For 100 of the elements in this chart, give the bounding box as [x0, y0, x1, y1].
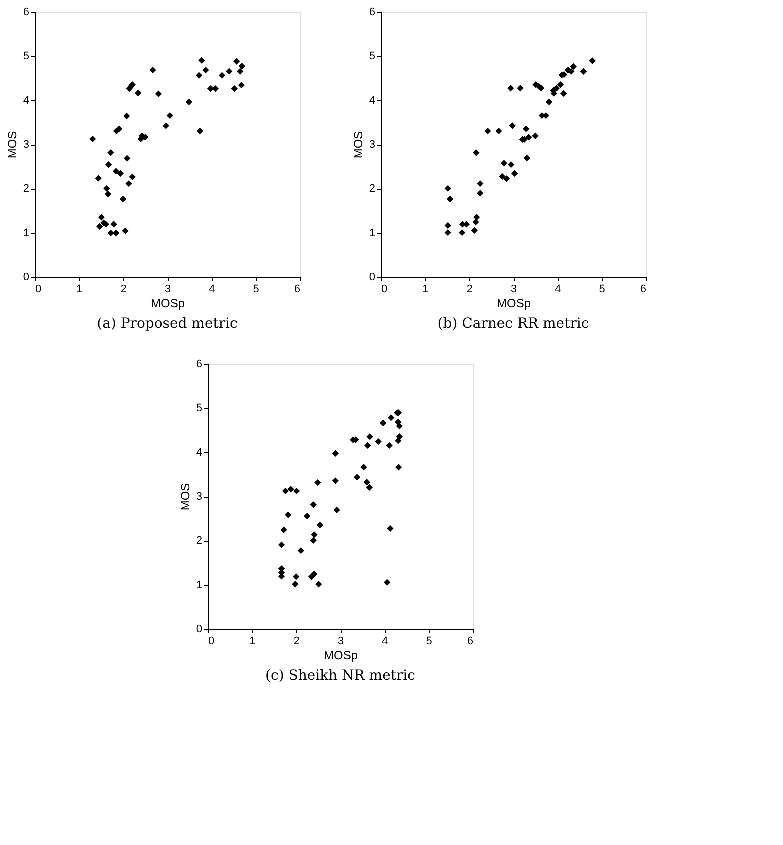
point — [298, 547, 305, 554]
point — [288, 486, 294, 493]
point — [444, 222, 452, 230]
point — [332, 450, 339, 458]
point — [484, 128, 492, 135]
point — [509, 122, 516, 130]
point — [589, 58, 596, 64]
point — [458, 229, 466, 236]
y-tick-label: 2 — [23, 183, 30, 196]
point — [292, 581, 299, 588]
point — [364, 479, 370, 486]
point — [444, 185, 452, 192]
point — [446, 196, 454, 203]
point — [117, 170, 124, 178]
point — [311, 532, 318, 538]
point — [212, 85, 219, 92]
x-tick-label: 1 — [422, 284, 429, 296]
point — [198, 57, 206, 64]
point — [560, 90, 568, 98]
point — [380, 420, 387, 427]
y-tick-label: 0 — [196, 624, 202, 636]
point — [387, 525, 394, 532]
x-tick-label: 0 — [208, 636, 215, 648]
x-tick-label: 0 — [36, 284, 42, 296]
point — [388, 414, 395, 422]
point — [557, 82, 564, 88]
y-tick-label: 4 — [196, 446, 202, 459]
point — [553, 85, 560, 92]
point — [104, 185, 110, 192]
point — [166, 112, 174, 120]
x-axis-title: MOSp — [324, 648, 358, 662]
point — [186, 98, 192, 106]
point — [122, 228, 129, 234]
point — [384, 579, 391, 586]
x-tick-label: 3 — [164, 284, 172, 296]
point — [285, 512, 292, 518]
point — [202, 66, 210, 74]
point — [504, 176, 510, 182]
point — [522, 126, 530, 132]
point — [334, 506, 340, 514]
point — [496, 128, 502, 135]
point — [105, 161, 112, 168]
point — [473, 214, 480, 221]
point — [316, 581, 322, 588]
point — [108, 150, 114, 156]
point — [546, 98, 553, 106]
point — [354, 474, 361, 481]
y-tick-label: 4 — [23, 94, 30, 107]
y-tick-label: 5 — [23, 50, 30, 63]
point — [150, 66, 156, 74]
x-tick-label: 5 — [253, 284, 260, 296]
point — [90, 136, 96, 143]
point — [98, 214, 106, 221]
point — [237, 68, 244, 75]
x-tick-label: 5 — [599, 284, 606, 296]
x-tick-label: 3 — [510, 284, 518, 296]
x-tick-label: 4 — [382, 636, 388, 648]
point — [226, 68, 233, 75]
point — [395, 464, 402, 471]
point — [314, 479, 322, 486]
point — [124, 112, 130, 120]
point — [473, 150, 480, 156]
point — [310, 537, 317, 544]
y-tick-label: 0 — [369, 272, 376, 284]
point — [120, 196, 127, 203]
x-tick-label: 1 — [76, 284, 83, 296]
y-axis-title: MOS — [178, 483, 192, 511]
point — [278, 542, 286, 548]
point — [129, 174, 136, 181]
point — [375, 438, 382, 446]
x-tick-label: 1 — [250, 636, 256, 648]
y-tick-label: 3 — [196, 491, 202, 503]
x-tick-label: 6 — [467, 636, 474, 648]
point — [477, 180, 484, 188]
x-axis-title: MOSp — [150, 296, 186, 310]
point — [126, 180, 132, 188]
point — [507, 85, 514, 92]
text: (a) Proposed metric — [97, 316, 238, 332]
point — [311, 570, 318, 578]
x-tick-label: 2 — [294, 636, 300, 648]
point — [112, 230, 120, 237]
point — [231, 85, 238, 92]
point — [568, 68, 575, 75]
y-tick-label: 2 — [369, 183, 376, 196]
y-tick-label: 6 — [369, 6, 376, 18]
y-tick-label: 5 — [369, 50, 376, 63]
y-tick-label: 1 — [369, 227, 376, 240]
text: (b) Carnec RR metric — [438, 316, 590, 332]
y-tick-label: 3 — [23, 139, 30, 151]
point — [155, 90, 162, 98]
point — [95, 175, 102, 182]
point — [580, 68, 588, 75]
point — [332, 478, 339, 484]
x-tick-label: 4 — [555, 284, 562, 296]
point — [499, 173, 506, 180]
point — [310, 502, 317, 508]
x-tick-label: 5 — [426, 636, 432, 648]
point — [316, 522, 324, 529]
point — [511, 170, 518, 178]
x-tick-label: 6 — [640, 284, 646, 296]
